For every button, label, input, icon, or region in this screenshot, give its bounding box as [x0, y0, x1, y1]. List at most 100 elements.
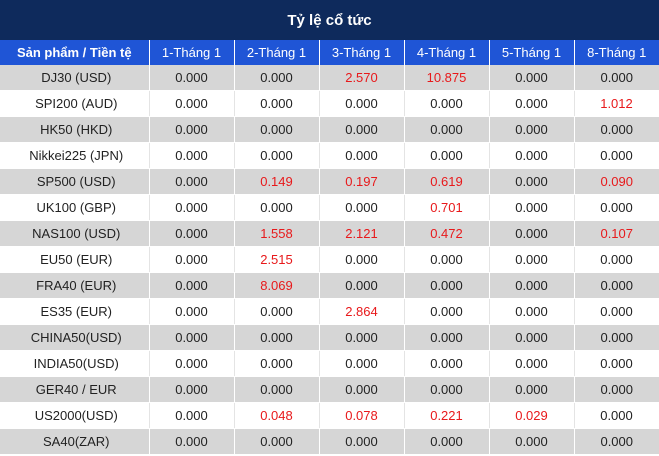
value-cell: 0.000: [149, 272, 235, 299]
header-col-6: 8-Tháng 1: [574, 40, 659, 65]
product-cell: GER40 / EUR: [0, 376, 150, 403]
header-product: Sản phẩm / Tiền tệ: [0, 40, 150, 65]
value-cell: 0.000: [574, 324, 659, 351]
product-cell: SA40(ZAR): [0, 428, 150, 455]
value-cell: 0.000: [234, 90, 320, 117]
value-cell: 2.515: [234, 246, 320, 273]
value-cell: 0.078: [319, 402, 405, 429]
value-cell: 0.029: [489, 402, 575, 429]
table-row: US2000(USD) 0.000 0.048 0.078 0.221 0.029 0.00…: [0, 402, 659, 429]
header-col-5: 5-Tháng 1: [489, 40, 575, 65]
product-cell: SP500 (USD): [0, 168, 150, 195]
header-col-1: 1-Tháng 1: [149, 40, 235, 65]
value-cell: 0.000: [234, 142, 320, 169]
value-cell: 0.000: [319, 90, 405, 117]
table-row: EU50 (EUR) 0.000 2.515 0.000 0.000 0.000 0.000: [0, 246, 659, 273]
value-cell: 0.000: [489, 272, 575, 299]
value-cell: 0.000: [489, 65, 575, 91]
value-cell: 10.875: [404, 65, 490, 91]
product-cell: CHINA50(USD): [0, 324, 150, 351]
product-cell: SPI200 (AUD): [0, 90, 150, 117]
value-cell: 1.558: [234, 220, 320, 247]
value-cell: 0.000: [234, 324, 320, 351]
value-cell: 0.000: [489, 246, 575, 273]
table-row: GER40 / EUR 0.000 0.000 0.000 0.000 0.000 0.00…: [0, 376, 659, 403]
value-cell: 0.149: [234, 168, 320, 195]
value-cell: 0.000: [574, 116, 659, 143]
value-cell: 0.000: [319, 246, 405, 273]
table-row: NAS100 (USD) 0.000 1.558 2.121 0.472 0.000 0.1…: [0, 220, 659, 247]
value-cell: 0.000: [234, 376, 320, 403]
value-cell: 0.000: [319, 428, 405, 455]
table-row: FRA40 (EUR) 0.000 8.069 0.000 0.000 0.000 0.00…: [0, 272, 659, 299]
product-cell: HK50 (HKD): [0, 116, 150, 143]
value-cell: 0.000: [404, 142, 490, 169]
value-cell: 0.197: [319, 168, 405, 195]
value-cell: 0.000: [489, 194, 575, 221]
value-cell: 0.000: [404, 428, 490, 455]
value-cell: 0.000: [234, 116, 320, 143]
product-cell: FRA40 (EUR): [0, 272, 150, 299]
value-cell: 0.000: [489, 428, 575, 455]
table-row: SP500 (USD) 0.000 0.149 0.197 0.619 0.000 0.09…: [0, 168, 659, 195]
table-row: SPI200 (AUD) 0.000 0.000 0.000 0.000 0.000 1.0…: [0, 90, 659, 117]
value-cell: 0.472: [404, 220, 490, 247]
value-cell: 0.000: [149, 142, 235, 169]
table-row: INDIA50(USD) 0.000 0.000 0.000 0.000 0.000 0.0…: [0, 350, 659, 377]
table-row: Nikkei225 (JPN) 0.000 0.000 0.000 0.000 0.000…: [0, 142, 659, 169]
value-cell: 0.000: [574, 402, 659, 429]
table-title: Tỷ lệ cổ tức: [0, 0, 659, 40]
value-cell: 0.000: [404, 376, 490, 403]
value-cell: 0.000: [404, 90, 490, 117]
value-cell: 0.107: [574, 220, 659, 247]
value-cell: 0.000: [489, 116, 575, 143]
value-cell: 2.864: [319, 298, 405, 325]
value-cell: 0.000: [149, 116, 235, 143]
value-cell: 0.000: [319, 376, 405, 403]
value-cell: 0.000: [234, 194, 320, 221]
header-col-2: 2-Tháng 1: [234, 40, 320, 65]
value-cell: 0.000: [319, 272, 405, 299]
header-col-3: 3-Tháng 1: [319, 40, 405, 65]
value-cell: 0.000: [319, 142, 405, 169]
value-cell: 0.000: [574, 142, 659, 169]
value-cell: 0.000: [489, 220, 575, 247]
value-cell: 0.000: [574, 350, 659, 377]
value-cell: 0.000: [404, 116, 490, 143]
value-cell: 0.000: [574, 428, 659, 455]
table-body: DJ30 (USD) 0.000 0.000 2.570 10.875 0.000 0.00…: [0, 65, 659, 455]
value-cell: 0.000: [489, 142, 575, 169]
value-cell: 0.090: [574, 168, 659, 195]
value-cell: 0.048: [234, 402, 320, 429]
product-cell: US2000(USD): [0, 402, 150, 429]
value-cell: 0.000: [149, 376, 235, 403]
value-cell: 0.000: [489, 90, 575, 117]
table-row: UK100 (GBP) 0.000 0.000 0.000 0.701 0.000 0.00…: [0, 194, 659, 221]
value-cell: 0.701: [404, 194, 490, 221]
value-cell: 0.000: [149, 90, 235, 117]
value-cell: 0.000: [149, 350, 235, 377]
value-cell: 0.000: [234, 65, 320, 91]
value-cell: 0.000: [149, 324, 235, 351]
value-cell: 0.000: [574, 246, 659, 273]
value-cell: 0.000: [404, 298, 490, 325]
value-cell: 0.000: [234, 298, 320, 325]
value-cell: 0.000: [574, 65, 659, 91]
table-row: HK50 (HKD) 0.000 0.000 0.000 0.000 0.000 0.000: [0, 116, 659, 143]
value-cell: 0.000: [404, 350, 490, 377]
value-cell: 0.000: [149, 65, 235, 91]
table-row: ES35 (EUR) 0.000 0.000 2.864 0.000 0.000 0.000: [0, 298, 659, 325]
product-cell: NAS100 (USD): [0, 220, 150, 247]
value-cell: 0.000: [574, 298, 659, 325]
value-cell: 0.221: [404, 402, 490, 429]
value-cell: 0.000: [149, 194, 235, 221]
product-cell: DJ30 (USD): [0, 65, 150, 91]
value-cell: 0.000: [489, 376, 575, 403]
product-cell: INDIA50(USD): [0, 350, 150, 377]
value-cell: 0.000: [149, 168, 235, 195]
value-cell: 1.012: [574, 90, 659, 117]
value-cell: 8.069: [234, 272, 320, 299]
value-cell: 0.000: [574, 272, 659, 299]
value-cell: 0.000: [489, 350, 575, 377]
